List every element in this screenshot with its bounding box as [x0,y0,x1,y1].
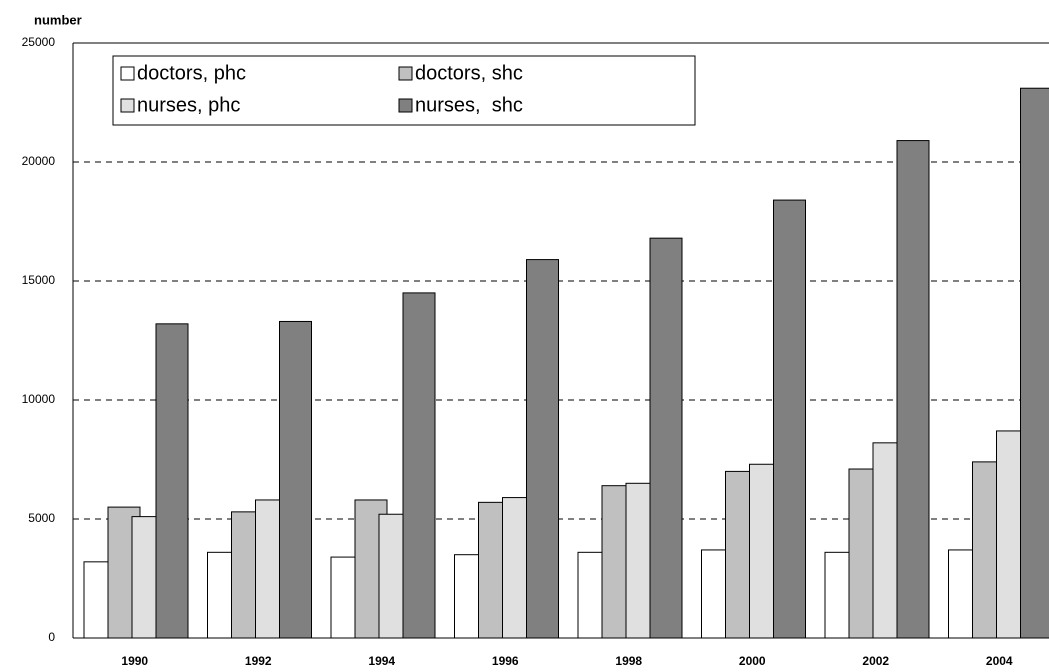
x-tick-label: 2000 [739,654,766,668]
legend-swatch [398,66,413,81]
y-tick-label: 0 [48,630,55,644]
x-tick-label: 1996 [492,654,519,668]
bar [1020,87,1049,639]
y-tick-label: 5000 [28,511,55,525]
bar [402,292,436,639]
y-tick-label: 15000 [22,273,56,287]
legend-label: doctors, shc [415,62,523,84]
x-tick-label: 2004 [986,654,1013,668]
x-tick-label: 1990 [121,654,148,668]
legend-swatch [398,98,413,113]
legend-label: doctors, phc [137,62,246,84]
legend-swatch [120,98,135,113]
bar [526,259,559,639]
bar [279,320,312,639]
bar [155,323,189,639]
y-axis-label: number [34,12,82,27]
x-tick-label: 2002 [862,654,889,668]
y-tick-label: 20000 [22,154,56,168]
legend-label: nurses, shc [415,94,523,116]
x-tick-label: 1994 [368,654,395,668]
y-tick-label: 25000 [22,35,56,49]
legend-swatch [120,66,135,81]
legend-label: nurses, phc [137,94,240,116]
y-tick-label: 10000 [22,392,56,406]
bar [773,199,806,639]
x-tick-label: 1992 [245,654,272,668]
bar [649,237,683,639]
bar [896,140,930,639]
x-tick-label: 1998 [615,654,642,668]
